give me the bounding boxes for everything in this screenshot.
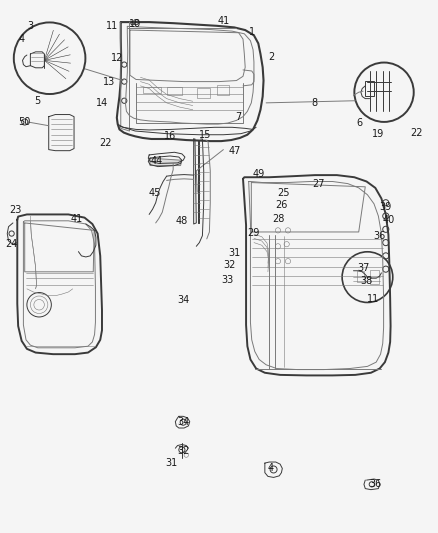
Polygon shape [150, 158, 182, 166]
Text: 25: 25 [277, 188, 290, 198]
Text: 22: 22 [99, 138, 112, 148]
Text: 1: 1 [249, 27, 255, 37]
Text: 28: 28 [272, 214, 284, 224]
Text: 8: 8 [311, 98, 317, 108]
Text: 19: 19 [372, 128, 385, 139]
Bar [365, 80, 374, 96]
Text: 24: 24 [5, 239, 18, 249]
Text: 40: 40 [382, 215, 395, 225]
Text: 36: 36 [369, 479, 381, 489]
Text: 23: 23 [9, 205, 21, 215]
Text: 15: 15 [199, 130, 211, 140]
Text: 13: 13 [103, 77, 115, 86]
Text: 2: 2 [268, 52, 275, 62]
Text: 39: 39 [380, 202, 392, 212]
Text: 32: 32 [224, 260, 236, 270]
Text: 10: 10 [129, 19, 141, 29]
Bar [370, 270, 379, 284]
Text: 4: 4 [268, 463, 274, 473]
Text: 31: 31 [165, 458, 177, 468]
Text: 29: 29 [248, 228, 260, 238]
Text: 14: 14 [96, 99, 109, 108]
Text: 3: 3 [27, 21, 33, 31]
Text: 44: 44 [151, 156, 163, 166]
Text: 38: 38 [360, 277, 373, 286]
Text: 34: 34 [177, 417, 189, 426]
Bar [143, 87, 161, 93]
Text: 6: 6 [357, 118, 363, 128]
Bar [357, 271, 364, 282]
Text: 11: 11 [367, 294, 379, 304]
Text: 41: 41 [217, 15, 230, 26]
Text: 37: 37 [358, 263, 370, 272]
Bar [166, 87, 182, 95]
Text: 50: 50 [18, 117, 31, 127]
Text: 36: 36 [374, 231, 386, 241]
Text: 7: 7 [236, 112, 242, 122]
Text: 5: 5 [35, 96, 41, 106]
Text: 16: 16 [164, 131, 176, 141]
Text: 41: 41 [71, 214, 83, 224]
Text: 32: 32 [177, 447, 189, 456]
Bar [197, 88, 210, 98]
Text: 34: 34 [177, 295, 189, 305]
Text: 45: 45 [148, 188, 161, 198]
Text: 4: 4 [18, 34, 25, 44]
Text: 27: 27 [312, 179, 325, 189]
Text: 49: 49 [252, 168, 265, 179]
Bar [217, 85, 229, 95]
Text: 47: 47 [229, 146, 241, 156]
Text: 22: 22 [410, 127, 423, 138]
Text: 12: 12 [111, 53, 124, 63]
Text: 31: 31 [228, 248, 240, 258]
Text: 48: 48 [176, 216, 188, 227]
Text: 26: 26 [275, 200, 288, 211]
Text: 11: 11 [106, 21, 119, 31]
Text: 33: 33 [222, 275, 234, 285]
